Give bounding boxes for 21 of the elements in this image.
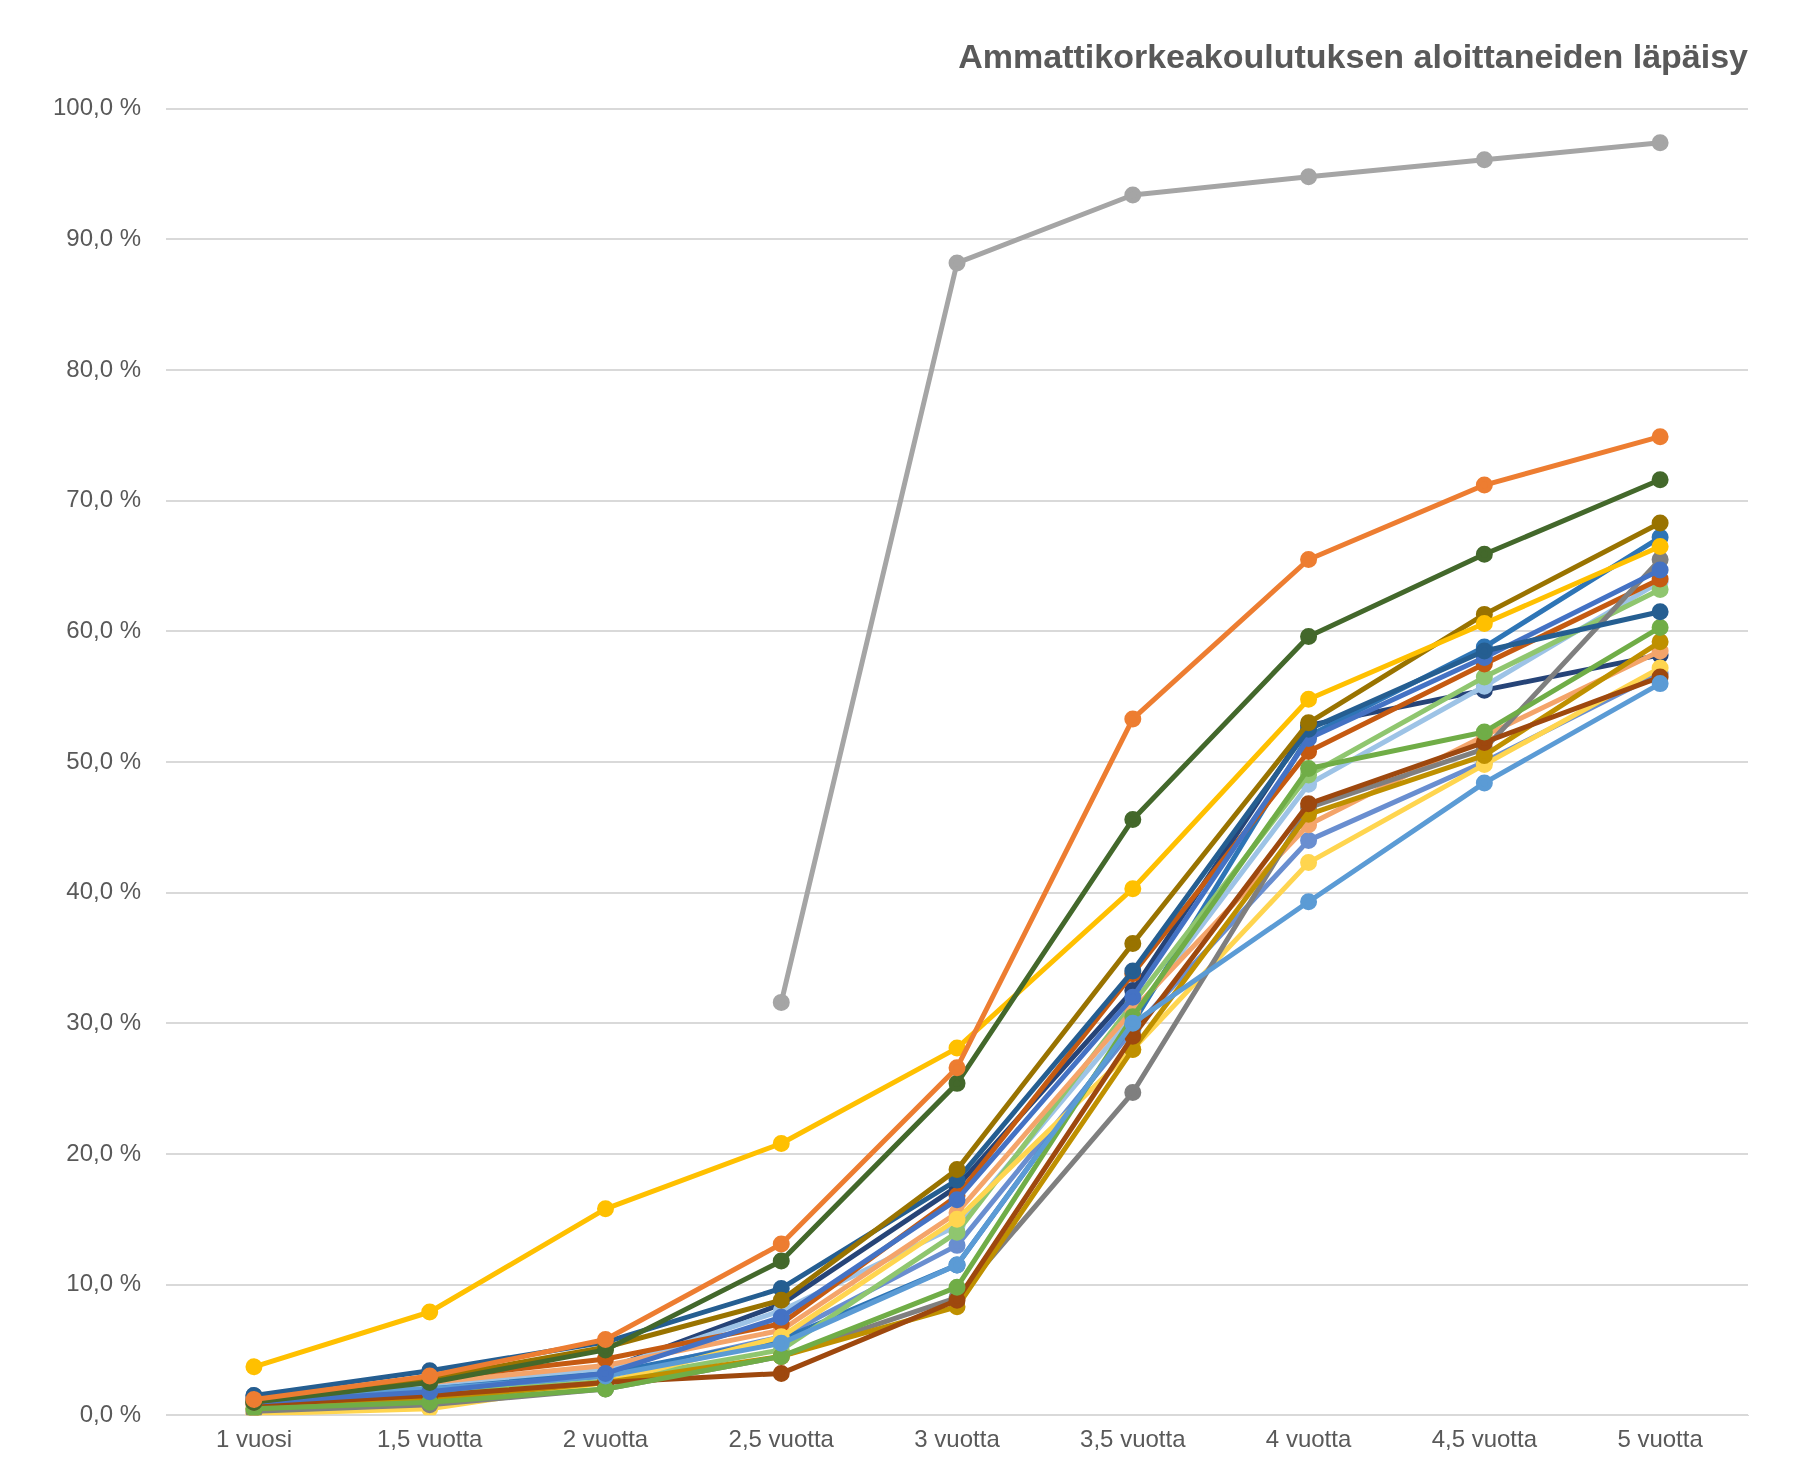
- y-tick-label: 30,0 %: [66, 1007, 142, 1035]
- x-tick-label: 4,5 vuotta: [1431, 1425, 1538, 1453]
- y-tick-label: 80,0 %: [66, 354, 142, 382]
- x-tick-label: 4 vuotta: [1265, 1425, 1352, 1453]
- x-tick-label: 5 vuotta: [1617, 1425, 1704, 1453]
- x-tick-label: 2 vuotta: [562, 1425, 649, 1453]
- x-tick-label: 1,5 vuotta: [377, 1425, 484, 1453]
- x-tick-label: 1 vuosi: [215, 1425, 292, 1453]
- y-tick-label: 40,0 %: [66, 877, 142, 905]
- x-tick-label: 3,5 vuotta: [1080, 1425, 1187, 1453]
- chart-title: Ammattikorkeakoulutuksen aloittaneiden läpäisy: [958, 36, 1749, 75]
- y-tick-label: 100,0 %: [52, 93, 142, 121]
- y-tick-label: 50,0 %: [66, 746, 142, 774]
- y-tick-label: 60,0 %: [66, 615, 142, 643]
- x-tick-label: 3 vuotta: [914, 1425, 1001, 1453]
- y-tick-label: 10,0 %: [66, 1269, 142, 1297]
- y-tick-label: 70,0 %: [66, 485, 142, 513]
- y-tick-label: 20,0 %: [66, 1138, 142, 1166]
- x-tick-label: 2,5 vuotta: [728, 1425, 835, 1453]
- y-tick-label: 0,0 %: [79, 1399, 142, 1427]
- y-tick-label: 90,0 %: [66, 224, 142, 252]
